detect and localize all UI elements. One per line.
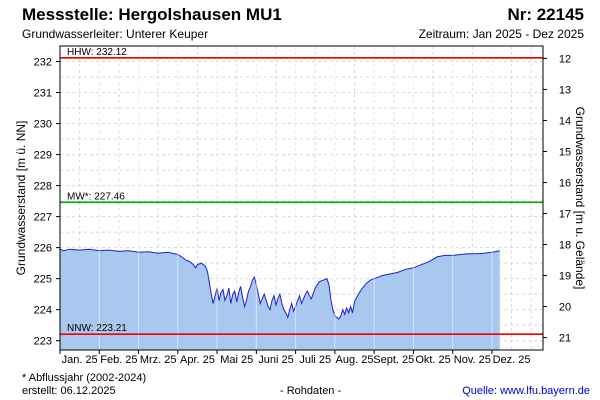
raw-data-note: - Rohdaten - (280, 385, 342, 397)
y2-tick-label: 19 (559, 271, 571, 283)
y-tick-label: 224 (34, 305, 52, 317)
x-tick-label: Sept. 25 (373, 354, 414, 366)
y-tick-label: 223 (34, 336, 52, 348)
y-tick-label: 231 (34, 88, 52, 100)
y2-tick-label: 12 (559, 53, 571, 65)
x-tick-label: Okt. 25 (415, 354, 450, 366)
reference-label-nnw: NNW: 223.21 (67, 323, 127, 334)
footnote: * Abflussjahr (2002-2024) (22, 372, 147, 384)
x-tick-label: Apr. 25 (180, 354, 215, 366)
y2-tick-label: 13 (559, 84, 571, 96)
created-date: erstellt: 06.12.2025 (22, 385, 116, 397)
plot-frame (59, 45, 544, 351)
x-tick-label: Jan. 25 (62, 354, 98, 366)
reference-label-hhw: HHW: 232.12 (67, 47, 127, 58)
aquifer-label: Grundwasserleiter: Unterer Keuper (22, 27, 209, 41)
x-tick-label: Juni 25 (258, 354, 293, 366)
y-tick-label: 232 (34, 57, 52, 69)
axes: 223 224 225 226 227 228 229 230 231 232 12 13 14 15 16… (14, 45, 587, 366)
page-title: Messstelle: Hergolshausen MU1 (22, 5, 282, 24)
y-tick-label: 227 (34, 212, 52, 224)
y-tick-label: 228 (34, 181, 52, 193)
y2-tick-label: 20 (559, 302, 571, 314)
x-tick-label: Aug. 25 (336, 354, 374, 366)
reference-label-mw: MW*: 227.46 (67, 191, 125, 202)
y2-tick-label: 18 (559, 240, 571, 252)
y-tick-label: 229 (34, 150, 52, 162)
y2-axis-title: Grundwasserstand [m u. Gelände] (573, 107, 587, 290)
x-tick-label: Dez. 25 (493, 354, 531, 366)
y2-tick-label: 17 (559, 209, 571, 221)
y2-tick-label: 14 (559, 115, 571, 127)
y-tick-label: 230 (34, 119, 52, 131)
x-tick-label: Mrz. 25 (140, 354, 177, 366)
x-tick-label: Mai 25 (220, 354, 253, 366)
y-tick-label: 226 (34, 243, 52, 255)
x-tick-label: Juli 25 (299, 354, 331, 366)
y2-tick-label: 15 (559, 146, 571, 158)
x-tick-label: Feb. 25 (100, 354, 137, 366)
period-label: Zeitraum: Jan 2025 - Dez 2025 (418, 27, 584, 41)
series-line (59, 248, 500, 320)
reference-lines: HHW: 232.12 MW*: 227.46 NNW: 223.21 (60, 47, 543, 335)
y-axis-title: Grundwasserstand [m ü. NN] (14, 121, 28, 276)
source-link[interactable]: Quelle: www.lfu.bayern.de (462, 385, 590, 397)
y-tick-label: 225 (34, 274, 52, 286)
y2-tick-label: 16 (559, 177, 571, 189)
y2-tick-label: 21 (559, 333, 571, 345)
station-number: Nr: 22145 (507, 5, 584, 24)
x-tick-label: Nov. 25 (454, 354, 491, 366)
data-area (59, 46, 500, 350)
